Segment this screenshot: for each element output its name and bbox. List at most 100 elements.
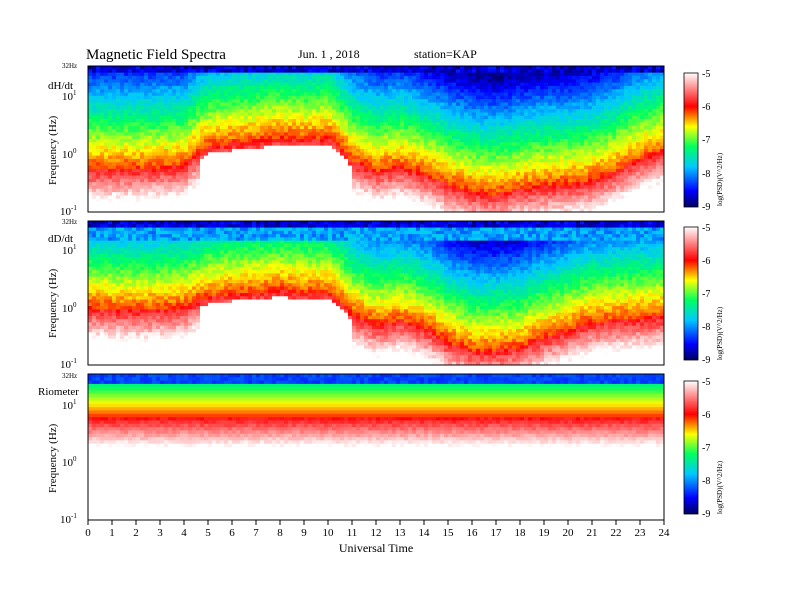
heatmap-cell — [92, 175, 97, 180]
heatmap-cell — [404, 115, 409, 120]
heatmap-cell — [356, 188, 361, 193]
heatmap-cell — [156, 102, 161, 107]
heatmap-cell — [396, 148, 401, 153]
heatmap-cell — [256, 152, 261, 157]
heatmap-cell — [312, 119, 317, 123]
heatmap-cell — [344, 69, 349, 74]
heatmap-cell — [300, 85, 305, 90]
heatmap-cell — [324, 148, 329, 153]
heatmap-cell — [188, 172, 193, 176]
heatmap-cell — [272, 115, 277, 120]
heatmap-cell — [448, 135, 453, 140]
heatmap-cell — [264, 195, 269, 200]
heatmap-cell — [216, 178, 221, 183]
heatmap-cell — [540, 72, 545, 77]
heatmap-cell — [324, 185, 329, 190]
heatmap-cell — [492, 122, 497, 127]
heatmap-cell — [392, 82, 397, 87]
heatmap-cell — [388, 122, 393, 127]
heatmap-cell — [212, 178, 217, 183]
heatmap-cell — [156, 72, 161, 77]
heatmap-cell — [396, 125, 401, 130]
heatmap-cell — [464, 145, 469, 150]
heatmap-cell — [356, 102, 361, 107]
heatmap-cell — [296, 182, 301, 186]
heatmap-cell — [200, 132, 205, 137]
heatmap-cell — [372, 202, 377, 206]
heatmap-cell — [492, 175, 497, 180]
heatmap-cell — [244, 92, 249, 97]
heatmap-cell — [396, 82, 401, 87]
heatmap-cell — [308, 178, 313, 183]
heatmap-cell — [272, 69, 277, 74]
heatmap-cell — [504, 158, 509, 163]
heatmap-cell — [392, 99, 397, 103]
heatmap-cell — [500, 92, 505, 97]
heatmap-cell — [416, 155, 421, 160]
heatmap-cell — [376, 155, 381, 160]
heatmap-cell — [192, 79, 197, 84]
heatmap-cell — [364, 135, 369, 140]
heatmap-cell — [352, 162, 357, 167]
heatmap-cell — [492, 132, 497, 137]
heatmap-cell — [520, 158, 525, 163]
heatmap-cell — [212, 198, 217, 203]
heatmap-cell — [492, 135, 497, 140]
heatmap-cell — [460, 175, 465, 180]
heatmap-cell — [172, 72, 177, 77]
heatmap-cell — [280, 182, 285, 186]
heatmap-cell — [400, 185, 405, 190]
heatmap-cell — [264, 72, 269, 77]
heatmap-cell — [248, 142, 253, 147]
heatmap-cell — [464, 175, 469, 180]
heatmap-cell — [356, 198, 361, 203]
heatmap-cell — [388, 79, 393, 84]
heatmap-cell — [228, 208, 233, 213]
heatmap-cell — [184, 82, 189, 87]
heatmap-cell — [420, 92, 425, 97]
heatmap-cell — [528, 129, 533, 133]
heatmap-cell — [472, 75, 477, 80]
heatmap-cell — [96, 145, 101, 150]
heatmap-cell — [356, 178, 361, 183]
heatmap-cell — [244, 162, 249, 167]
heatmap-cell — [340, 135, 345, 140]
heatmap-cell — [492, 202, 497, 206]
heatmap-cell — [412, 72, 417, 77]
heatmap-cell — [532, 172, 537, 176]
heatmap-cell — [524, 89, 529, 94]
heatmap-cell — [364, 145, 369, 150]
heatmap-cell — [264, 192, 269, 196]
heatmap-cell — [508, 152, 513, 157]
heatmap-cell — [380, 145, 385, 150]
heatmap-cell — [200, 125, 205, 130]
heatmap-cell — [144, 202, 149, 206]
heatmap-cell — [492, 85, 497, 90]
heatmap-cell — [268, 115, 273, 120]
heatmap-cell — [144, 188, 149, 193]
heatmap-cell — [420, 112, 425, 117]
heatmap-cell — [336, 115, 341, 120]
heatmap-cell — [368, 162, 373, 167]
heatmap-cell — [492, 172, 497, 176]
heatmap-cell — [88, 162, 93, 167]
heatmap-cell — [384, 69, 389, 74]
heatmap-cell — [108, 188, 113, 193]
heatmap-cell — [204, 122, 209, 127]
heatmap-cell — [424, 66, 429, 70]
heatmap-cell — [444, 66, 449, 70]
heatmap-cell — [368, 188, 373, 193]
heatmap-cell — [496, 175, 501, 180]
heatmap-cell — [160, 85, 165, 90]
heatmap-cell — [152, 95, 157, 100]
heatmap-cell — [324, 198, 329, 203]
heatmap-cell — [104, 105, 109, 110]
heatmap-cell — [208, 122, 213, 127]
heatmap-cell — [116, 79, 121, 84]
heatmap-cell — [364, 165, 369, 170]
heatmap-cell — [192, 145, 197, 150]
heatmap-cell — [192, 168, 197, 173]
heatmap-cell — [168, 188, 173, 193]
heatmap-cell — [480, 158, 485, 163]
heatmap-cell — [456, 165, 461, 170]
